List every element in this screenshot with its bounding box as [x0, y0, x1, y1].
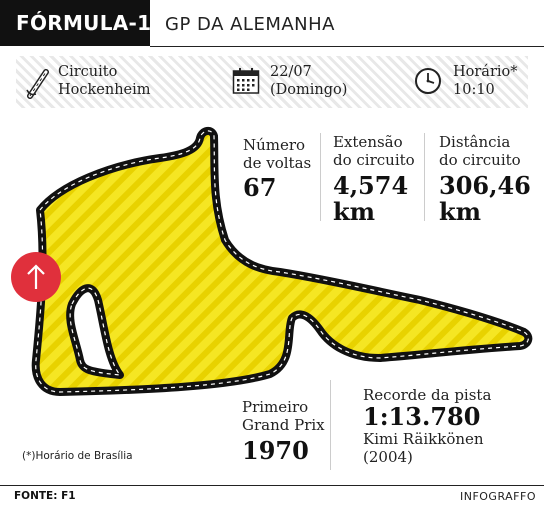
- laps-label-2: de voltas: [243, 154, 312, 172]
- stats-divider-3: [330, 380, 331, 470]
- time-info-line2: 10:10: [453, 82, 495, 98]
- date-info-line1: 22/07: [270, 64, 312, 80]
- first-gp-value: 1970: [242, 436, 309, 465]
- header-bar: [0, 0, 150, 46]
- timezone-note: (*)Horário de Brasília: [22, 450, 133, 462]
- footer-source: FONTE: F1: [14, 490, 76, 502]
- first-gp-label-2: Grand Prix: [242, 416, 325, 434]
- length-value: 4,574: [333, 171, 409, 200]
- circuit-info-line2: Hockenheim: [58, 82, 151, 98]
- distance-unit: km: [439, 197, 482, 226]
- footer-divider: [0, 485, 544, 486]
- circuit-info-line1: Circuito: [58, 64, 118, 80]
- header-title: FÓRMULA-1: [16, 11, 152, 35]
- footer-credit: INFOGRAFFO: [459, 490, 536, 503]
- track-dashes: [35, 130, 529, 393]
- distance-label-2: do circuito: [439, 151, 521, 169]
- clock-icon: [415, 68, 441, 94]
- date-info-line2: (Domingo): [270, 82, 348, 98]
- header-subtitle: GP DA ALEMANHA: [165, 14, 335, 35]
- laps-label-1: Número: [243, 136, 306, 154]
- header-divider: [150, 46, 544, 47]
- distance-label-1: Distância: [439, 133, 511, 151]
- record-value: 1:13.780: [363, 402, 481, 431]
- info-strip: [16, 56, 528, 108]
- record-label: Recorde da pista: [363, 386, 492, 404]
- time-info-line1: Horário*: [453, 64, 518, 80]
- length-label-2: do circuito: [333, 151, 415, 169]
- length-unit: km: [333, 197, 376, 226]
- distance-value: 306,46: [439, 171, 531, 200]
- arrow-up-icon: [11, 252, 61, 302]
- calendar-icon: [232, 68, 260, 94]
- circuit-icon: [26, 69, 49, 99]
- stats-divider-2: [424, 133, 425, 221]
- first-gp-label-1: Primeiro: [242, 398, 309, 416]
- length-label-1: Extensão: [333, 133, 403, 151]
- laps-value: 67: [243, 173, 277, 202]
- record-driver: Kimi Räikkönen: [363, 430, 484, 448]
- stats-divider-1: [320, 133, 321, 221]
- record-year: (2004): [363, 448, 413, 466]
